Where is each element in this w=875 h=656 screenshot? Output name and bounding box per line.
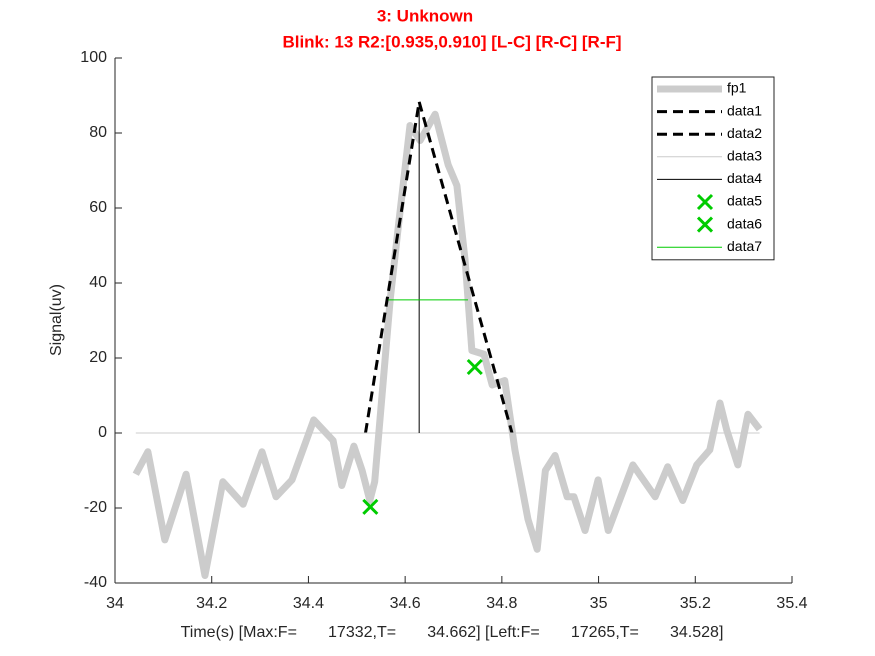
series-line (364, 101, 421, 434)
y-tick-label: 20 (89, 349, 107, 366)
marker (466, 358, 483, 376)
series-line (132, 110, 763, 579)
legend-box (651, 76, 775, 261)
x-tick-label: 35.4 (776, 595, 807, 612)
legend-label: data5 (727, 193, 762, 209)
legend-label: data7 (727, 238, 762, 254)
legend: fp1 data1 data2 data3 data4 data5 data6 data7 (651, 76, 775, 261)
chart-title: 3: Unknown (377, 6, 473, 25)
y-tick-label: 60 (89, 199, 107, 216)
x-tick-label: 34.8 (486, 595, 517, 612)
legend-label: data3 (727, 148, 762, 164)
y-tick-label: 40 (89, 274, 107, 291)
y-tick-label: -20 (84, 499, 107, 516)
legend-marker (696, 193, 714, 211)
series-line (417, 101, 514, 434)
legend-label: data4 (727, 170, 762, 186)
y-tick-label: 100 (80, 49, 107, 66)
legend-marker (696, 216, 714, 233)
legend-label: fp1 (727, 80, 747, 96)
legend-label: data6 (727, 215, 762, 231)
x-axis-label: Time(s) [Max:F= 17332,T= 34.662] [Left:F… (181, 624, 724, 641)
y-tick-label: 80 (89, 124, 107, 141)
x-tick-label: 34 (106, 595, 124, 612)
x-tick-label: 34.4 (293, 595, 324, 612)
x-tick-label: 34.2 (196, 595, 227, 612)
y-tick-label: 0 (98, 424, 107, 441)
x-tick-label: 35.2 (680, 595, 711, 612)
legend-label: data1 (727, 102, 762, 118)
x-tick-label: 34.6 (390, 595, 421, 612)
y-tick-label: -40 (84, 574, 107, 591)
x-tick-label: 35 (590, 595, 608, 612)
chart-subtitle: Blink: 13 R2:[0.935,0.910] [L-C] [R-C] [… (282, 32, 621, 51)
legend-label: data2 (727, 125, 762, 141)
marker (362, 498, 379, 515)
y-axis-label: Signal(uv) (48, 284, 65, 356)
